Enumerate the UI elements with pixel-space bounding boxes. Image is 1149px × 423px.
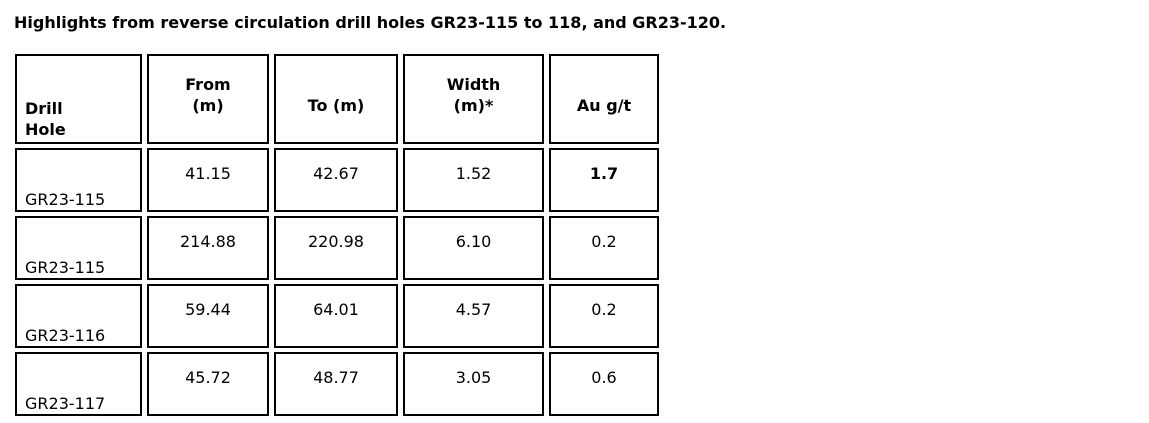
- header-line: Hole: [25, 120, 66, 139]
- table-row: GR23-115 214.88 220.98 6.10 0.2: [15, 216, 659, 280]
- header-line: To (m): [307, 95, 365, 115]
- au-cell: 0.6: [549, 352, 659, 416]
- header-line: Drill: [25, 99, 63, 118]
- width-cell: 1.52: [403, 148, 544, 212]
- header-drill-hole: Drill Hole: [15, 54, 142, 144]
- from-cell: 45.72: [147, 352, 269, 416]
- drill-hole-cell: GR23-115: [15, 216, 142, 280]
- drill-results-table: Drill Hole From (m) To (m) Width (m)* Au…: [10, 50, 664, 420]
- header-line: (m): [192, 96, 224, 115]
- table-header: Drill Hole From (m) To (m) Width (m)* Au…: [15, 54, 659, 144]
- to-cell: 48.77: [274, 352, 398, 416]
- to-cell: 220.98: [274, 216, 398, 280]
- from-cell: 59.44: [147, 284, 269, 348]
- header-au: Au g/t: [549, 54, 659, 144]
- header-row: Drill Hole From (m) To (m) Width (m)* Au…: [15, 54, 659, 144]
- au-cell: 1.7: [549, 148, 659, 212]
- header-from: From (m): [147, 54, 269, 144]
- table-body: GR23-115 41.15 42.67 1.52 1.7 GR23-115 2…: [15, 148, 659, 416]
- au-cell: 0.2: [549, 216, 659, 280]
- drill-hole-cell: GR23-115: [15, 148, 142, 212]
- au-cell: 0.2: [549, 284, 659, 348]
- width-cell: 3.05: [403, 352, 544, 416]
- to-cell: 42.67: [274, 148, 398, 212]
- drill-hole-cell: GR23-117: [15, 352, 142, 416]
- header-line: (m)*: [453, 96, 494, 115]
- table-row: GR23-115 41.15 42.67 1.52 1.7: [15, 148, 659, 212]
- drill-hole-cell: GR23-116: [15, 284, 142, 348]
- width-cell: 4.57: [403, 284, 544, 348]
- page-title: Highlights from reverse circulation dril…: [14, 13, 727, 32]
- header-line: From: [185, 75, 231, 94]
- width-cell: 6.10: [403, 216, 544, 280]
- header-line: Width: [446, 75, 501, 94]
- header-width: Width (m)*: [403, 54, 544, 144]
- from-cell: 41.15: [147, 148, 269, 212]
- table-row: GR23-116 59.44 64.01 4.57 0.2: [15, 284, 659, 348]
- table-row: GR23-117 45.72 48.77 3.05 0.6: [15, 352, 659, 416]
- header-line: Au g/t: [576, 95, 632, 115]
- header-to: To (m): [274, 54, 398, 144]
- to-cell: 64.01: [274, 284, 398, 348]
- from-cell: 214.88: [147, 216, 269, 280]
